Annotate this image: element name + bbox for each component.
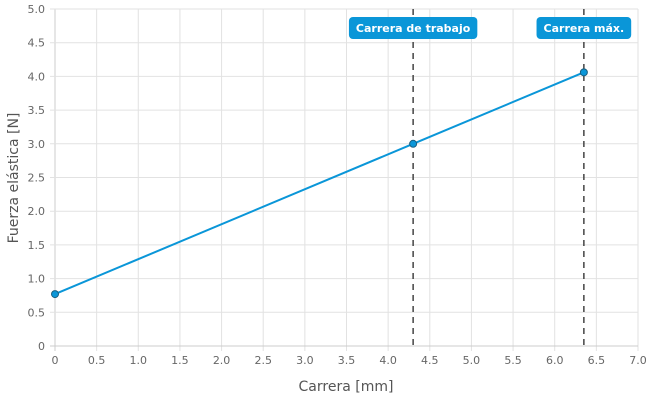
annotation-label: Carrera máx.	[544, 22, 625, 35]
series	[51, 68, 588, 299]
data-point	[579, 68, 588, 77]
grid	[50, 8, 639, 351]
y-tick-label: 4.5	[28, 37, 46, 50]
x-tick-label: 4.5	[421, 354, 439, 367]
y-tick-label: 1.5	[28, 239, 46, 252]
y-tick-label: 2.0	[28, 205, 46, 218]
y-tick-label: 0.5	[28, 306, 46, 319]
y-tick-label: 0	[38, 340, 45, 353]
annotation-box	[536, 17, 632, 39]
annotation-label: Carrera de trabajo	[356, 22, 471, 35]
x-tick-label: 0.5	[88, 354, 106, 367]
x-tick-label: 5.0	[463, 354, 481, 367]
annotation-box	[348, 17, 478, 39]
x-tick-label: 1.0	[130, 354, 148, 367]
x-tick-label: 2.5	[254, 354, 272, 367]
x-tick-label: 0	[52, 354, 59, 367]
annotation-labels: Carrera de trabajo Carrera máx.	[348, 17, 632, 39]
y-tick-label: 2.5	[28, 172, 46, 185]
x-tick-label: 1.5	[171, 354, 189, 367]
tick-labels: 0 0.5 1.0 1.5 2.0 2.5 3.0 3.5 4.0 4.5 5.0 5.5 6.0 6.5…	[28, 3, 647, 367]
x-tick-label: 6.5	[588, 354, 606, 367]
y-axis-label: Fuerza elástica [N]	[6, 113, 22, 244]
x-tick-label: 4.0	[379, 354, 397, 367]
x-axis-label: Carrera [mm]	[299, 379, 394, 395]
y-tick-label: 1.0	[28, 273, 46, 286]
y-tick-label: 4.0	[28, 70, 46, 83]
x-tick-label: 5.5	[504, 354, 522, 367]
x-tick-label: 3.0	[296, 354, 314, 367]
x-tick-label: 6.0	[546, 354, 564, 367]
series-line	[54, 71, 585, 296]
x-tick-label: 7.0	[629, 354, 647, 367]
annotation-lines	[412, 9, 585, 346]
y-tick-label: 3.0	[28, 138, 46, 151]
y-tick-label: 5.0	[28, 3, 46, 16]
data-point	[51, 290, 59, 299]
data-point	[409, 139, 418, 148]
x-tick-label: 2.0	[213, 354, 231, 367]
y-tick-label: 3.5	[28, 104, 46, 117]
x-tick-label: 3.5	[338, 354, 356, 367]
